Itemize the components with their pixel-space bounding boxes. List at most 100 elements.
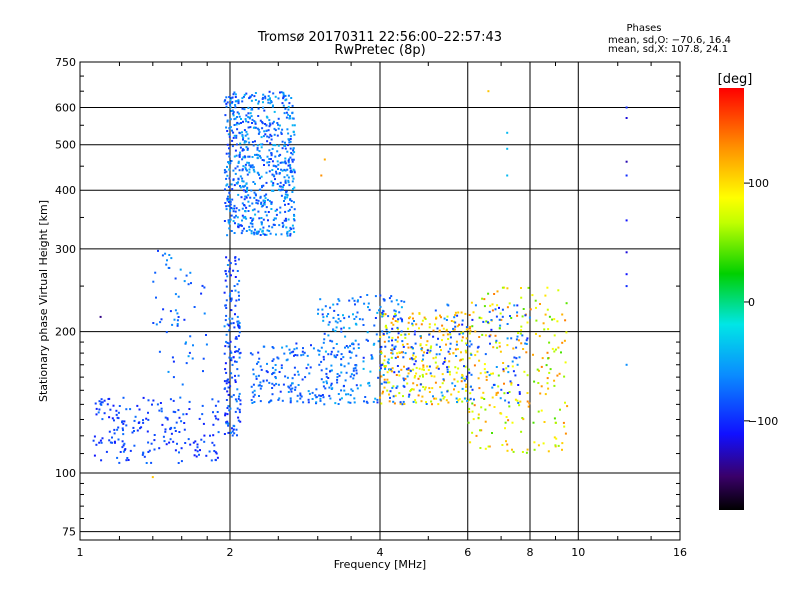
data-point: [625, 273, 628, 276]
data-point: [237, 160, 240, 163]
data-point: [265, 124, 268, 127]
data-point: [287, 159, 290, 162]
data-point: [233, 285, 236, 287]
data-point: [229, 340, 232, 343]
data-point: [292, 177, 295, 180]
data-point: [449, 347, 452, 350]
data-point: [150, 461, 153, 464]
data-point: [280, 168, 283, 171]
data-point: [277, 123, 279, 126]
data-point: [428, 323, 431, 326]
data-point: [488, 404, 491, 407]
data-point: [284, 375, 287, 378]
data-point: [256, 147, 259, 150]
data-point: [274, 95, 277, 98]
data-point: [122, 444, 125, 447]
data-point: [387, 362, 390, 365]
data-point: [476, 350, 479, 353]
data-point: [394, 338, 397, 341]
data-point: [284, 141, 286, 144]
data-point: [238, 279, 241, 282]
data-point: [250, 399, 253, 402]
data-point: [238, 331, 241, 334]
data-point: [251, 94, 254, 97]
data-point: [535, 332, 537, 335]
data-point: [528, 402, 531, 405]
data-point: [253, 389, 256, 392]
data-point: [95, 407, 98, 410]
data-point: [380, 313, 383, 316]
data-point: [368, 308, 371, 311]
data-point: [147, 441, 150, 444]
data-point: [301, 378, 304, 381]
data-point: [256, 230, 259, 233]
data-point: [447, 350, 450, 353]
data-point: [284, 217, 287, 220]
data-point: [264, 123, 267, 125]
data-point: [323, 403, 326, 406]
data-point: [469, 325, 472, 328]
data-point: [406, 343, 409, 345]
data-point: [277, 383, 280, 386]
data-point: [396, 352, 399, 355]
data-point: [226, 234, 229, 237]
data-point: [122, 422, 125, 425]
data-point: [234, 93, 237, 96]
data-point: [226, 420, 229, 423]
data-point: [242, 156, 245, 159]
data-point: [376, 401, 379, 404]
data-point: [224, 304, 227, 307]
data-point: [268, 149, 271, 152]
data-point: [166, 418, 169, 421]
data-point: [340, 371, 343, 374]
y-tick-label: 75: [62, 526, 76, 539]
data-point: [113, 428, 116, 431]
data-point: [236, 116, 238, 118]
data-point: [268, 136, 271, 139]
data-point: [230, 297, 233, 300]
data-point: [419, 383, 422, 386]
data-point: [379, 294, 382, 297]
data-point: [272, 219, 275, 221]
data-point: [225, 340, 228, 343]
data-point: [480, 396, 483, 399]
data-point: [508, 302, 511, 305]
data-point: [357, 347, 360, 349]
data-point: [309, 366, 312, 369]
data-point: [264, 197, 267, 200]
data-point: [234, 106, 237, 109]
data-point: [455, 340, 458, 343]
data-point: [259, 155, 261, 158]
data-point: [244, 190, 247, 193]
data-point: [237, 223, 240, 226]
data-point: [235, 134, 238, 137]
data-point: [524, 342, 527, 345]
data-point: [228, 201, 230, 203]
data-point: [140, 426, 143, 429]
data-point: [174, 277, 177, 280]
data-point: [401, 340, 404, 343]
data-point: [285, 190, 288, 193]
data-point: [270, 203, 273, 205]
data-point: [245, 92, 248, 95]
data-point: [235, 400, 238, 403]
data-point: [348, 351, 351, 353]
data-point: [281, 140, 284, 143]
data-point: [420, 323, 423, 326]
data-point: [461, 358, 464, 361]
data-point: [494, 308, 497, 311]
data-point: [237, 334, 240, 337]
x-tick-label: 4: [377, 546, 384, 559]
data-point: [483, 298, 486, 301]
data-point: [255, 199, 258, 202]
data-point: [223, 325, 226, 328]
data-point: [362, 324, 365, 326]
data-point: [383, 386, 386, 389]
data-point: [229, 385, 232, 388]
data-point: [241, 219, 243, 222]
data-point: [170, 432, 173, 435]
data-point: [239, 142, 242, 145]
data-point: [468, 314, 471, 316]
data-point: [236, 388, 239, 391]
